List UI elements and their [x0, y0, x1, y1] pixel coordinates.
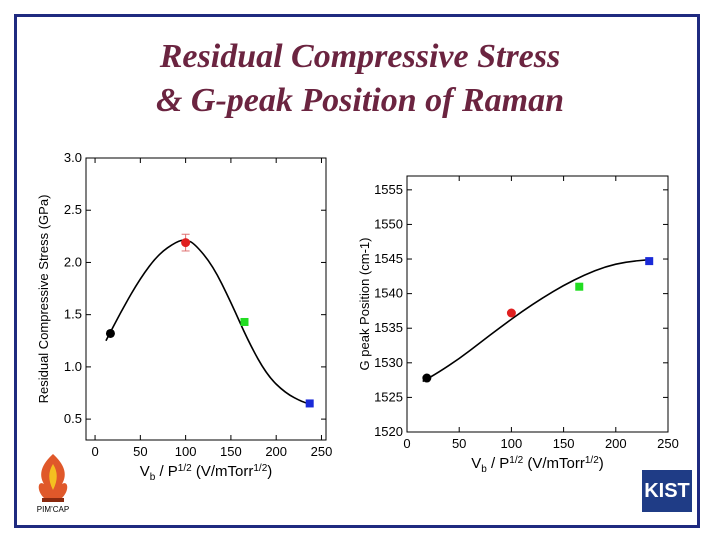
x-tick-label: 50 [133, 444, 147, 459]
x-axis-label-part: / P [487, 455, 510, 472]
y-tick-label: 2.0 [64, 254, 82, 269]
left-logo-text: PIM’CAP [37, 505, 69, 514]
data-point [105, 328, 115, 338]
data-point [575, 282, 584, 291]
x-axis-label-part: (V/mTorr [523, 455, 585, 472]
x-axis-label-part: V [471, 455, 481, 472]
data-point [305, 399, 314, 408]
kist-logo: KIST [642, 470, 692, 512]
x-tick-label: 200 [265, 444, 287, 459]
x-axis-label-part: / P [155, 463, 178, 480]
y-tick-label: 1545 [374, 251, 403, 266]
x-axis-label-part: 1/2 [178, 463, 192, 474]
x-tick-label: 0 [91, 444, 98, 459]
x-axis-label-part: (V/mTorr [192, 463, 254, 480]
y-tick-label: 1525 [374, 389, 403, 404]
slide-frame [14, 14, 700, 528]
y-tick-label: 0.5 [64, 411, 82, 426]
y-tick-label: 1530 [374, 355, 403, 370]
x-axis-label-part: 1/2 [585, 455, 599, 466]
y-tick-label: 1520 [374, 424, 403, 439]
pimcap-logo: PIM’CAP [28, 450, 78, 516]
y-tick-label: 2.5 [64, 202, 82, 217]
x-tick-label: 50 [452, 436, 466, 451]
plot-frame-stress [85, 157, 327, 441]
fit-curve [422, 258, 650, 383]
y-tick-label: 1535 [374, 320, 403, 335]
x-axis-label-part: ) [267, 463, 272, 480]
x-axis-label-part: ) [599, 455, 604, 472]
x-tick-label: 250 [657, 436, 679, 451]
chart-gpeak: 0 50 100 150 200 250 1520 1525 1530 1535 1540 1545 1… [357, 175, 679, 475]
data-point [422, 373, 432, 383]
x-tick-label: 0 [403, 436, 410, 451]
y-tick-label: 1540 [374, 286, 403, 301]
y-tick-label: 1.0 [64, 359, 82, 374]
flame-logo-icon: PIM’CAP [37, 454, 69, 514]
slide-title-line1: Residual Compressive Stress [159, 38, 561, 75]
x-axis-label-part: 1/2 [509, 455, 523, 466]
x-tick-label: 200 [605, 436, 627, 451]
x-tick-label: 150 [553, 436, 575, 451]
data-point [240, 317, 249, 326]
slide-title-line2: & G-peak Position of Raman [155, 82, 565, 119]
x-tick-label: 250 [311, 444, 333, 459]
y-tick-label: 1555 [374, 182, 403, 197]
data-point [506, 308, 516, 318]
x-axis-label: Vb / P1/2 (V/mTorr1/2) [140, 463, 273, 483]
right-logo-text: KIST [644, 480, 690, 502]
y-tick-label: 1550 [374, 216, 403, 231]
x-tick-label: 100 [175, 444, 197, 459]
y-axis-label: Residual Compressive Stress (GPa) [36, 195, 51, 404]
x-axis-label-part: 1/2 [253, 463, 267, 474]
x-axis-label-part: V [140, 463, 150, 480]
y-tick-label: 3.0 [64, 150, 82, 165]
fit-curve [105, 239, 310, 405]
x-tick-label: 150 [220, 444, 242, 459]
plot-frame-gpeak [406, 175, 669, 433]
data-point [645, 257, 654, 266]
y-axis-label: G peak Position (cm-1) [357, 238, 372, 371]
x-axis-label: Vb / P1/2 (V/mTorr1/2) [471, 455, 604, 475]
x-axis-label-part: b [481, 464, 487, 475]
y-tick-label: 1.5 [64, 307, 82, 322]
data-point [181, 238, 191, 248]
x-axis-label-part: b [150, 472, 156, 483]
x-tick-label: 100 [501, 436, 523, 451]
